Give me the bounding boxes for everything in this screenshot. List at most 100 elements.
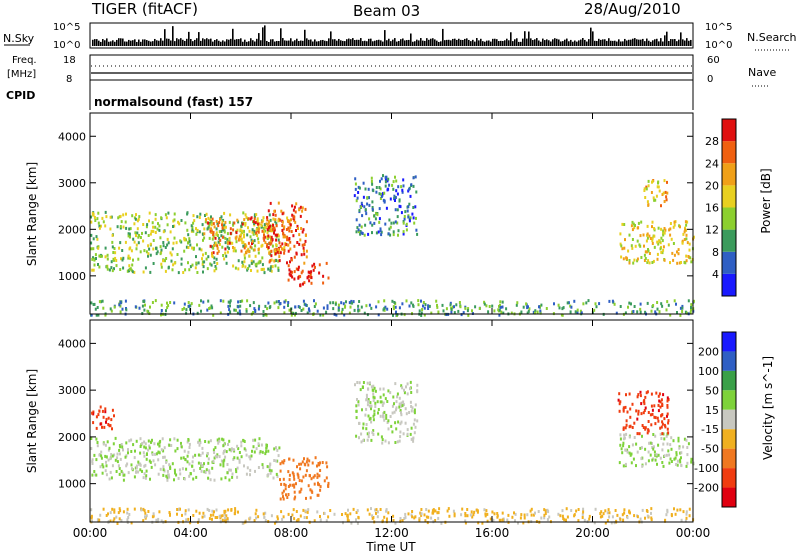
heatmap-cell — [297, 227, 299, 230]
heatmap-cell — [427, 509, 430, 513]
heatmap-cell — [637, 226, 640, 230]
heatmap-cell — [98, 224, 101, 228]
heatmap-cell — [413, 411, 416, 415]
heatmap-cell — [196, 243, 198, 247]
heatmap-cell — [412, 439, 415, 443]
heatmap-cell — [257, 515, 260, 519]
heatmap-cell — [210, 227, 212, 231]
heatmap-cell — [622, 406, 625, 410]
nsky-bar — [354, 40, 356, 46]
heatmap-cell — [381, 519, 384, 523]
heatmap-cell — [148, 446, 151, 450]
nsky-bar — [522, 38, 524, 46]
heatmap-cell — [414, 515, 417, 519]
heatmap-cell — [501, 511, 504, 515]
heatmap-cell — [251, 449, 253, 453]
heatmap-cell — [253, 307, 256, 311]
heatmap-cell — [203, 514, 206, 518]
nsky-bar — [422, 40, 424, 46]
nsky-bar — [304, 29, 306, 46]
heatmap-cell — [135, 243, 138, 247]
heatmap-cell — [247, 267, 250, 270]
heatmap-cell — [663, 454, 666, 458]
heatmap-cell — [677, 248, 680, 252]
nsky-bar — [290, 38, 292, 46]
heatmap-cell — [601, 514, 604, 518]
heatmap-cell — [201, 446, 204, 450]
heatmap-cell — [97, 263, 99, 266]
colorbar-tick-label: -100 — [694, 462, 719, 475]
heatmap-cell — [405, 299, 408, 303]
heatmap-cell — [199, 467, 202, 470]
nsky-bar — [230, 38, 232, 46]
heatmap-cell — [404, 512, 407, 516]
heatmap-cell — [143, 454, 146, 458]
heatmap-cell — [204, 251, 207, 255]
heatmap-cell — [119, 225, 122, 228]
heatmap-cell — [392, 187, 395, 191]
heatmap-cell — [278, 241, 281, 245]
heatmap-cell — [135, 234, 137, 238]
heatmap-cell — [658, 189, 661, 193]
heatmap-cell — [517, 521, 519, 525]
heatmap-cell — [394, 441, 397, 444]
nsky-bar — [664, 35, 666, 46]
heatmap-cell — [143, 445, 146, 449]
heatmap-cell — [303, 457, 305, 461]
heatmap-cell — [229, 213, 232, 217]
heatmap-cell — [355, 230, 358, 234]
heatmap-cell — [192, 455, 194, 459]
heatmap-cell — [188, 268, 191, 272]
heatmap-cell — [646, 390, 649, 394]
heatmap-cell — [334, 302, 337, 306]
heatmap-cell — [159, 245, 162, 249]
heatmap-cell — [358, 381, 361, 385]
heatmap-cell — [313, 305, 316, 308]
heatmap-cell — [540, 303, 543, 307]
heatmap-cell — [249, 473, 251, 477]
heatmap-cell — [226, 245, 229, 249]
nsky-bar — [478, 40, 480, 46]
heatmap-cell — [91, 458, 94, 462]
heatmap-cell — [647, 411, 650, 414]
heatmap-cell — [469, 513, 472, 517]
heatmap-cell — [305, 255, 308, 259]
heatmap-cell — [392, 221, 395, 225]
heatmap-cell — [464, 512, 467, 515]
heatmap-cell — [397, 420, 400, 424]
heatmap-cell — [291, 471, 294, 475]
nsky-bar — [98, 40, 100, 46]
heatmap-cell — [647, 420, 650, 423]
heatmap-cell — [654, 434, 657, 438]
heatmap-cell — [129, 227, 132, 231]
heatmap-cell — [360, 432, 363, 436]
heatmap-cell — [395, 310, 397, 314]
nsky-bar — [254, 41, 256, 46]
heatmap-cell — [111, 408, 114, 412]
heatmap-cell — [337, 306, 340, 309]
heatmap-cell — [421, 308, 424, 311]
y-tick-label: 2000 — [58, 223, 86, 236]
heatmap-cell — [685, 438, 688, 442]
heatmap-cell — [637, 409, 640, 413]
heatmap-cell — [224, 241, 227, 245]
heatmap-cell — [323, 479, 326, 483]
heatmap-cell — [258, 304, 261, 308]
heatmap-cell — [243, 229, 245, 233]
heatmap-cell — [121, 445, 124, 449]
heatmap-cell — [290, 218, 292, 222]
heatmap-cell — [91, 460, 94, 464]
nsky-bar — [110, 41, 112, 46]
heatmap-cell — [185, 238, 187, 242]
heatmap-cell — [207, 221, 210, 225]
nsky-bar — [184, 40, 186, 46]
heatmap-cell — [659, 241, 662, 245]
heatmap-cell — [213, 225, 216, 229]
heatmap-cell — [257, 224, 260, 228]
heatmap-cell — [195, 227, 197, 231]
heatmap-cell — [207, 457, 210, 461]
heatmap-cell — [618, 392, 621, 396]
heatmap-cell — [643, 259, 646, 262]
heatmap-cell — [621, 451, 624, 455]
heatmap-cell — [666, 300, 669, 304]
